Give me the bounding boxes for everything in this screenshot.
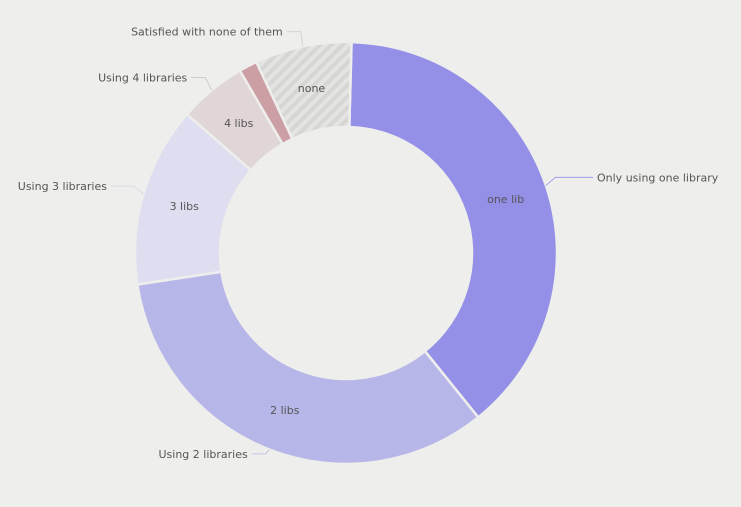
slice-label-four: 4 libs [224, 117, 254, 130]
legend-label-three: Using 3 libraries [18, 180, 107, 193]
legend-label-four: Using 4 libraries [98, 72, 187, 85]
slice-one[interactable] [348, 40, 559, 419]
legend-label-one: Only using one library [597, 171, 719, 184]
leader-line-one [545, 176, 593, 186]
leader-line-three [111, 185, 144, 195]
donut-slices [133, 40, 559, 466]
slice-labels: one lib Only using one library 2 libs Using… [18, 26, 719, 461]
leader-line-none [286, 31, 304, 47]
legend-label-two: Using 2 libraries [158, 448, 247, 461]
leader-line-four [191, 77, 213, 91]
leader-line-two [251, 449, 270, 455]
slice-none[interactable] [255, 40, 353, 141]
slice-two[interactable] [136, 270, 480, 466]
slice-label-three: 3 libs [170, 200, 200, 213]
leader-lines [111, 31, 593, 455]
slice-label-one: one lib [487, 193, 524, 206]
legend-label-none: Satisfied with none of them [131, 26, 283, 39]
slice-label-none: none [298, 82, 326, 95]
slice-label-two: 2 libs [270, 404, 300, 417]
